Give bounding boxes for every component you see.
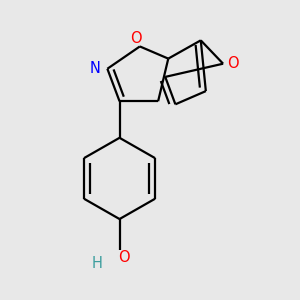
Text: O: O	[130, 31, 142, 46]
Text: O: O	[118, 250, 129, 265]
Text: O: O	[227, 56, 239, 71]
Text: H: H	[92, 256, 103, 271]
Text: N: N	[90, 61, 101, 76]
